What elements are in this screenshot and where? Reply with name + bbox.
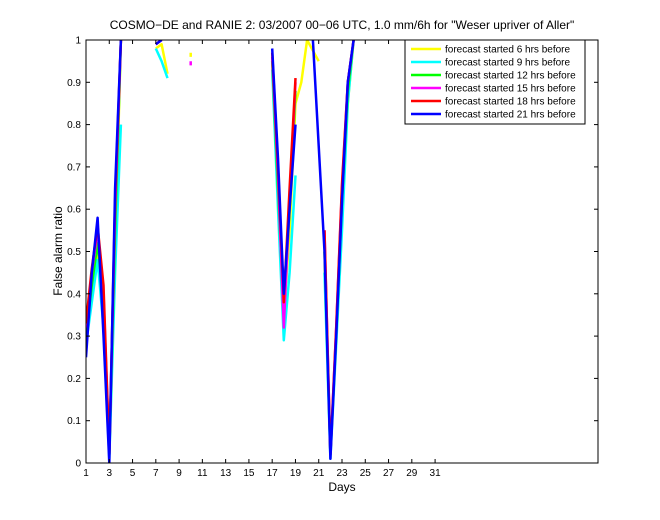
y-tick-label: 0.6 bbox=[67, 205, 81, 216]
legend-label-2: forecast started 9 hrs before bbox=[445, 58, 571, 69]
y-tick-label: 0.5 bbox=[67, 247, 81, 258]
x-axis-label: Days bbox=[328, 480, 355, 494]
x-tick-label: 17 bbox=[267, 468, 279, 479]
x-tick-label: 3 bbox=[106, 468, 112, 479]
x-tick-label: 31 bbox=[430, 468, 442, 479]
y-axis-label: False alarm ratio bbox=[51, 206, 65, 296]
chart-title: COSMO−DE and RANIE 2: 03/2007 00−06 UTC,… bbox=[110, 18, 575, 32]
y-tick-label: 0.8 bbox=[67, 120, 81, 131]
x-tick-label: 27 bbox=[383, 468, 395, 479]
x-tick-label: 1 bbox=[83, 468, 89, 479]
x-tick-label: 21 bbox=[313, 468, 325, 479]
x-tick-label: 19 bbox=[290, 468, 302, 479]
y-tick-label: 0.1 bbox=[67, 416, 81, 427]
y-tick-label: 0.9 bbox=[67, 78, 81, 89]
legend-label-5: forecast started 18 hrs before bbox=[445, 97, 576, 108]
plot-area bbox=[86, 40, 355, 463]
legend-label-3: forecast started 12 hrs before bbox=[445, 71, 576, 82]
y-tick-label: 0.3 bbox=[67, 332, 81, 343]
x-tick-label: 7 bbox=[153, 468, 159, 479]
x-tick-label: 23 bbox=[336, 468, 348, 479]
series-line-6 bbox=[86, 40, 355, 463]
x-tick-label: 13 bbox=[220, 468, 232, 479]
x-tick-label: 5 bbox=[130, 468, 136, 479]
legend-label-1: forecast started 6 hrs before bbox=[445, 45, 571, 56]
y-tick-label: 0 bbox=[75, 459, 81, 470]
legend: forecast started 6 hrs before forecast st… bbox=[404, 39, 586, 125]
axes: 1 3 5 7 9 11 13 15 17 19 21 23 25 27 29 3100.10.20.30.4… bbox=[67, 36, 599, 479]
legend-label-6: forecast started 21 hrs before bbox=[445, 110, 576, 121]
x-tick-label: 29 bbox=[406, 468, 418, 479]
y-tick-label: 1 bbox=[75, 36, 81, 47]
x-tick-label: 15 bbox=[243, 468, 255, 479]
x-tick-label: 25 bbox=[360, 468, 372, 479]
y-tick-label: 0.2 bbox=[67, 374, 81, 385]
y-tick-label: 0.7 bbox=[67, 162, 81, 173]
y-tick-label: 0.4 bbox=[67, 289, 81, 300]
legend-box bbox=[404, 39, 586, 125]
legend-label-4: forecast started 15 hrs before bbox=[445, 84, 576, 95]
x-tick-label: 9 bbox=[176, 468, 182, 479]
x-tick-label: 11 bbox=[197, 468, 208, 479]
